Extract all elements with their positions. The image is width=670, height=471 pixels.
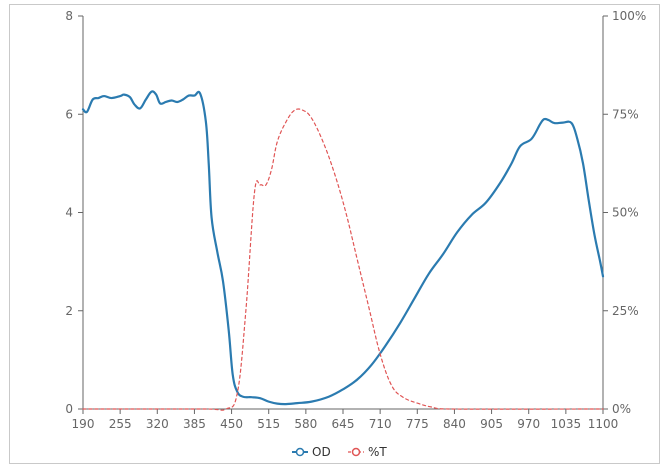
x-tick-label: 385 (183, 417, 206, 431)
legend-item[interactable]: OD (292, 445, 331, 459)
y-left-tick-label: 4 (65, 206, 73, 220)
axes: 190 255 320 385 450 515 580 645 710 775 840 905 970 1… (65, 9, 646, 431)
y-right-tick-label: 0% (612, 402, 631, 416)
series-line-t (82, 108, 604, 411)
x-tick-label: 645 (332, 417, 355, 431)
y-left-tick-label: 6 (65, 107, 73, 121)
x-tick-label: 320 (146, 417, 169, 431)
x-tick-label: 580 (294, 417, 317, 431)
x-tick-label: 190 (72, 417, 95, 431)
legend-item[interactable]: %T (348, 445, 387, 459)
legend-label: OD (312, 445, 331, 459)
y-right-tick-label: 100% (612, 9, 646, 23)
y-right-tick-label: 25% (612, 304, 639, 318)
y-left-tick-label: 8 (65, 9, 73, 23)
x-tick-label: 775 (406, 417, 429, 431)
x-tick-label: 1100 (588, 417, 619, 431)
x-tick-label: 840 (443, 417, 466, 431)
series-layer (81, 90, 605, 411)
y-right-tick-label: 75% (612, 107, 639, 121)
x-tick-label: 515 (257, 417, 280, 431)
legend-marker-icon (295, 447, 305, 457)
legend[interactable]: OD %T (292, 445, 387, 459)
x-tick-label: 1035 (551, 417, 582, 431)
chart-frame (9, 4, 660, 464)
x-tick-label: 255 (109, 417, 132, 431)
x-tick-label: 970 (517, 417, 540, 431)
y-right-tick-label: 50% (612, 206, 639, 220)
legend-label: %T (368, 445, 387, 459)
series-line-od (81, 90, 605, 406)
x-tick-label: 905 (480, 417, 503, 431)
legend-marker-icon (351, 447, 361, 457)
y-left-tick-label: 0 (65, 402, 73, 416)
y-left-tick-label: 2 (65, 304, 73, 318)
x-tick-label: 710 (369, 417, 392, 431)
x-tick-label: 450 (220, 417, 243, 431)
